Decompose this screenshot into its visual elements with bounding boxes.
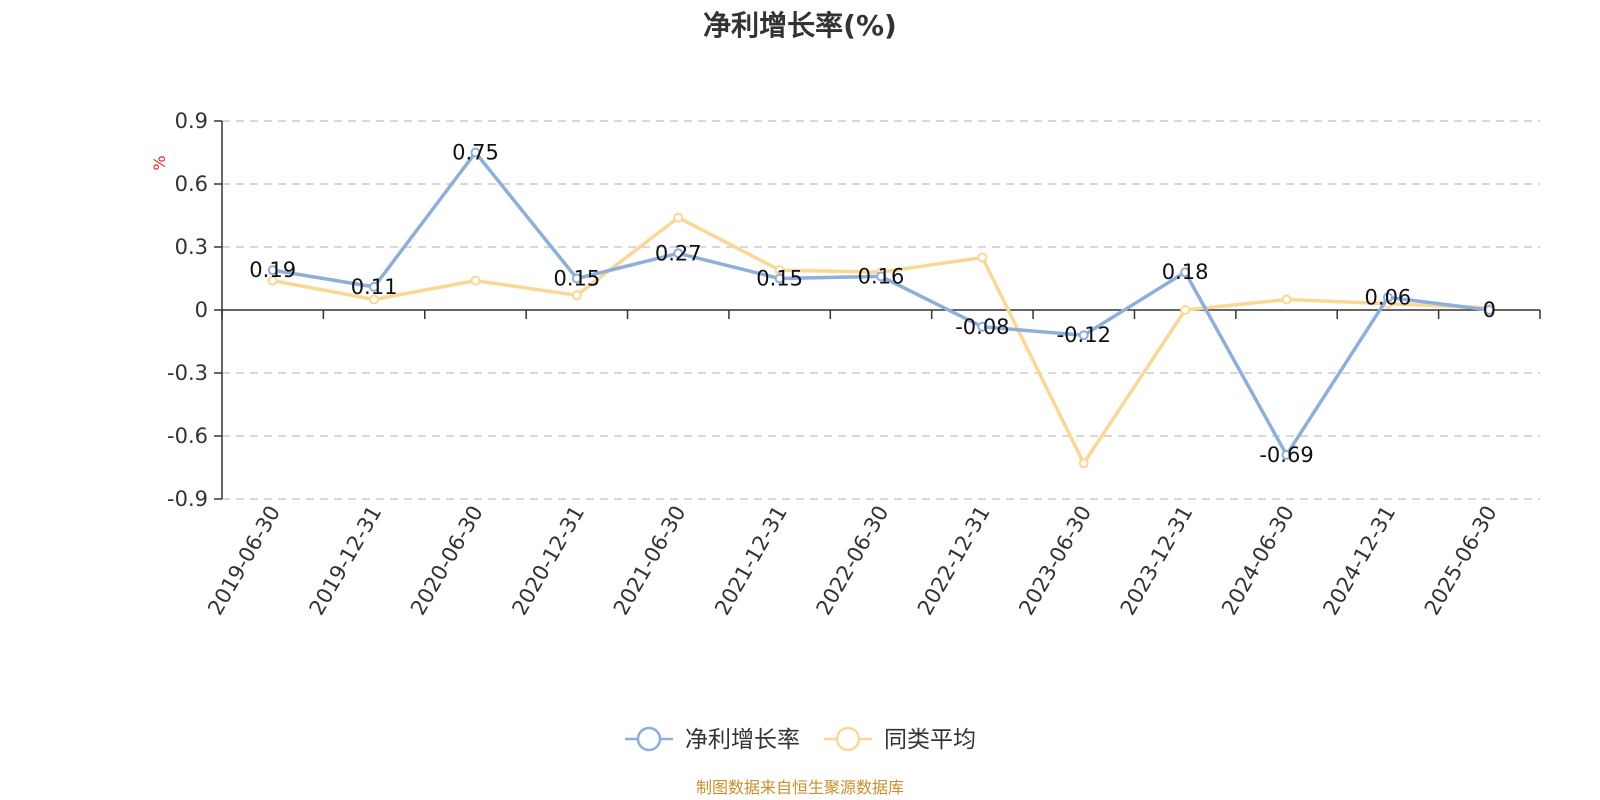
x-tick-label: 2022-06-30	[812, 502, 894, 620]
data-labels: 0.19 0.11 0.75 0.15 0.27 0.15 0.16 -0.08 -0.12 0.…	[249, 141, 1496, 467]
x-tick-label: 2021-12-31	[710, 502, 792, 620]
data-label: -0.12	[1057, 323, 1111, 347]
data-point	[267, 275, 278, 286]
data-point	[571, 290, 582, 301]
y-tick-label: 0.6	[175, 172, 208, 196]
x-tick-label: 2023-06-30	[1014, 502, 1096, 620]
series-lines	[267, 147, 1495, 469]
x-tick-label: 2020-06-30	[406, 502, 488, 620]
data-label: 0.11	[351, 275, 398, 299]
data-label: -0.08	[955, 315, 1009, 339]
data-point	[1281, 449, 1292, 460]
legend-label: 净利增长率	[685, 727, 800, 753]
x-tick-label: 2022-12-31	[913, 502, 995, 620]
data-label: 0.06	[1365, 285, 1412, 309]
data-label: 0.16	[858, 264, 905, 288]
data-point	[1281, 294, 1292, 305]
data-label: 0.19	[249, 258, 296, 282]
data-point	[774, 273, 785, 284]
data-point	[673, 248, 684, 259]
data-label: 0.27	[655, 241, 702, 265]
x-tick-label: 2020-12-31	[507, 502, 589, 620]
legend-marker	[636, 726, 662, 752]
data-point	[267, 265, 278, 276]
data-point	[1078, 458, 1089, 469]
data-point	[673, 212, 684, 223]
data-point	[876, 271, 886, 282]
legend-item[interactable]: 净利增长率	[625, 726, 800, 753]
y-tick-labels: 0.9 0.6 0.3 0 -0.3 -0.6 -0.9	[167, 109, 208, 511]
y-axis-label: %	[150, 155, 169, 170]
y-tick-label: 0.9	[175, 109, 208, 133]
data-point	[1180, 267, 1191, 278]
data-label: 0.15	[553, 267, 600, 291]
data-label: 0	[1483, 298, 1496, 322]
y-tick-label: 0.3	[175, 235, 208, 259]
x-tick-label: 2024-06-30	[1217, 502, 1299, 620]
series-line	[272, 150, 1490, 457]
x-tick-label: 2021-06-30	[609, 502, 691, 620]
data-point	[369, 294, 380, 305]
data-label: 0.15	[756, 267, 803, 291]
source-note: 制图数据来自恒生聚源数据库	[695, 778, 904, 797]
legend-label: 同类平均	[884, 727, 976, 753]
data-point	[977, 252, 988, 263]
data-point	[1078, 330, 1089, 341]
legend-item[interactable]: 同类平均	[824, 726, 976, 753]
y-tick-label: 0	[195, 298, 208, 322]
data-point	[571, 273, 582, 284]
data-point	[1382, 292, 1393, 303]
data-point	[977, 321, 988, 332]
x-tick-label: 2024-12-31	[1318, 502, 1400, 620]
data-point	[1180, 305, 1191, 315]
data-point	[470, 147, 481, 158]
x-tick-label: 2019-12-31	[305, 502, 387, 620]
data-point	[369, 281, 380, 292]
grid-lines	[222, 120, 1540, 500]
x-tick-label: 2025-06-30	[1420, 502, 1502, 620]
legend[interactable]: 净利增长率 同类平均	[625, 726, 976, 753]
data-point	[470, 275, 481, 286]
y-tick-label: -0.6	[167, 424, 208, 448]
x-tick-labels: 2019-06-30 2019-12-31 2020-06-30 2020-12-31…	[203, 502, 1501, 620]
chart-title: 净利增长率(%)	[703, 9, 897, 42]
legend-marker	[835, 726, 861, 752]
axes	[214, 120, 1541, 500]
data-label: 0.75	[452, 141, 499, 165]
x-tick-label: 2019-06-30	[203, 502, 285, 620]
x-tick-label: 2023-12-31	[1116, 502, 1198, 620]
data-label: 0.18	[1162, 260, 1209, 284]
y-tick-label: -0.9	[167, 487, 208, 511]
data-point	[1484, 305, 1495, 315]
data-label: -0.69	[1259, 443, 1313, 467]
y-tick-label: -0.3	[167, 361, 208, 385]
